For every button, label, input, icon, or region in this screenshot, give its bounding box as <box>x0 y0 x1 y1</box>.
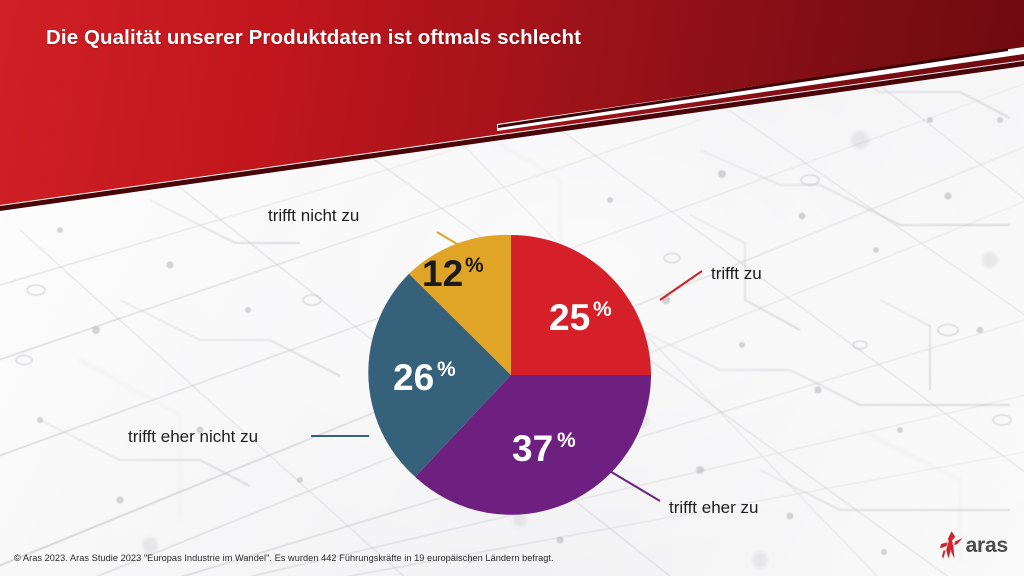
slice-label-trifft-eher-zu: trifft eher zu <box>669 498 758 517</box>
aras-logo-wordmark: aras <box>965 533 1009 557</box>
slice-value-number-3: 12 <box>422 253 463 294</box>
aras-logo-mark-icon <box>939 531 963 559</box>
slice-value-trifft-eher-zu: 37 % <box>512 428 576 469</box>
pie-slice-trifft-eher-zu[interactable] <box>415 375 651 515</box>
pie-slice-trifft-nicht-zu[interactable] <box>409 234 511 375</box>
leader-line-trifft-eher-zu <box>607 469 661 502</box>
slice-value-number-0: 25 <box>549 297 590 338</box>
pie-slice-trifft-zu[interactable] <box>511 235 651 375</box>
pie-slice-trifft-eher-nicht-zu[interactable] <box>368 273 511 477</box>
page-title: Die Qualität unserer Produktdaten ist of… <box>46 26 582 49</box>
slice-value-number-1: 37 <box>512 428 553 469</box>
slice-label-trifft-nicht-zu: trifft nicht zu <box>268 206 359 225</box>
slice-value-unit-3: % <box>465 254 484 277</box>
leader-line-trifft-nicht-zu <box>436 231 468 251</box>
slice-value-number-2: 26 <box>393 357 434 398</box>
slice-value-trifft-eher-nicht-zu: 26 % <box>393 357 456 398</box>
slice-label-trifft-zu: trifft zu <box>711 264 762 283</box>
slice-value-unit-2: % <box>437 358 456 381</box>
slice-value-unit-0: % <box>593 298 612 321</box>
slice-label-trifft-eher-nicht-zu: trifft eher nicht zu <box>128 427 258 446</box>
slice-value-trifft-zu: 25 % <box>549 297 612 338</box>
slice-value-unit-1: % <box>557 429 576 452</box>
leader-line-trifft-zu <box>659 270 703 301</box>
aras-logo: aras <box>938 530 1008 560</box>
slice-value-trifft-nicht-zu: 12 % <box>422 253 484 294</box>
footnote: © Aras 2023. Aras Studie 2023 "Europas I… <box>14 553 554 563</box>
